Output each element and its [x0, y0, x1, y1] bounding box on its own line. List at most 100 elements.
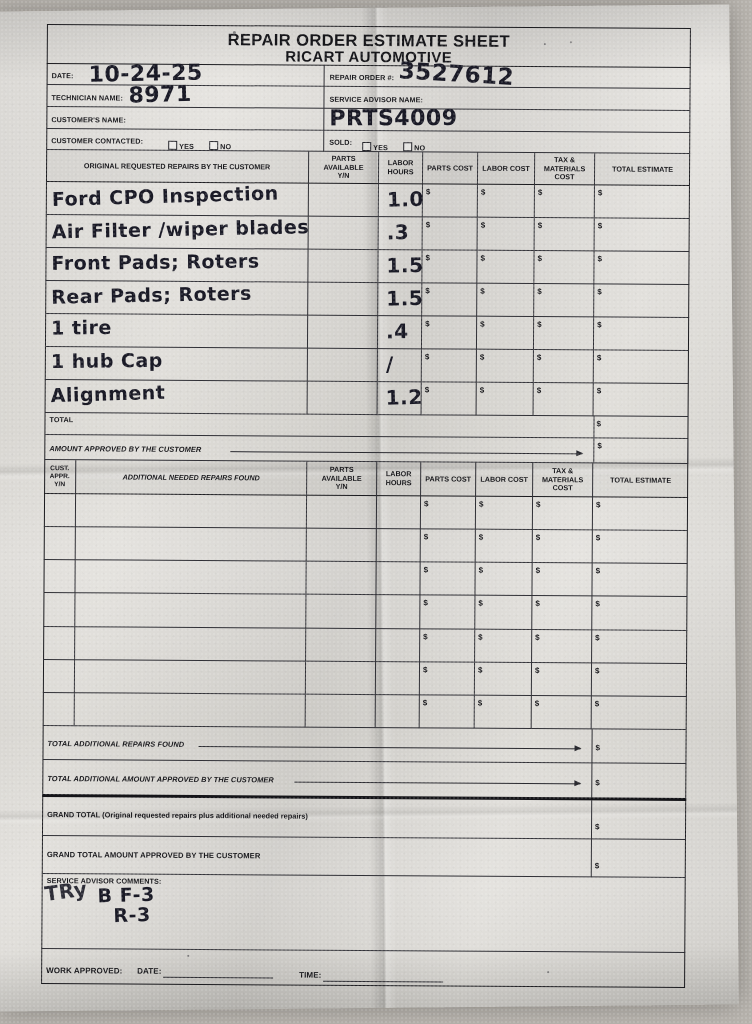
repair-description-cell[interactable]: 1 tire [44, 314, 309, 349]
table-cell[interactable] [43, 593, 76, 627]
table-cell[interactable]: $ [592, 530, 688, 565]
table-cell[interactable] [42, 692, 75, 727]
table-cell[interactable]: $ [594, 284, 690, 318]
table-cell[interactable] [75, 593, 307, 629]
table-cell[interactable] [75, 494, 308, 529]
repair-description-cell[interactable]: Ford CPO Inspection [45, 182, 309, 217]
table-cell[interactable]: $ [591, 663, 688, 697]
table-cell[interactable] [376, 595, 421, 629]
table-cell[interactable]: $ [534, 185, 595, 219]
table-cell[interactable] [376, 628, 421, 663]
table-cell[interactable] [75, 527, 307, 562]
table-cell[interactable]: $ [476, 316, 535, 351]
table-cell[interactable]: $ [594, 185, 690, 219]
table-cell[interactable]: $ [592, 629, 688, 664]
table-cell[interactable]: $ [533, 317, 595, 351]
table-cell[interactable]: $ [421, 349, 477, 383]
table-cell[interactable]: $ [476, 349, 534, 384]
table-cell[interactable]: $ [476, 382, 534, 417]
table-cell[interactable] [376, 496, 422, 530]
table-cell[interactable] [306, 495, 378, 530]
table-cell[interactable]: 1.0 [378, 184, 424, 218]
table-cell[interactable] [375, 661, 421, 696]
table-cell[interactable]: $ [533, 383, 594, 417]
table-cell[interactable]: $ [420, 562, 476, 597]
table-cell[interactable]: $ [475, 529, 533, 564]
table-cell[interactable]: $ [593, 350, 689, 384]
table-cell[interactable]: $ [532, 530, 593, 564]
table-cell[interactable]: $ [419, 695, 475, 729]
table-cell[interactable]: $ [592, 596, 688, 631]
table-cell[interactable]: $ [474, 662, 533, 696]
table-cell[interactable]: $ [531, 695, 592, 730]
table-cell[interactable]: $ [593, 317, 690, 351]
table-cell[interactable]: $ [532, 563, 593, 597]
table-cell[interactable] [306, 595, 377, 629]
table-cell[interactable]: $ [592, 497, 689, 532]
table-cell[interactable] [306, 561, 377, 596]
table-cell[interactable]: $ [594, 218, 690, 252]
table-cell[interactable] [42, 659, 76, 694]
table-cell[interactable] [305, 694, 376, 729]
table-cell[interactable]: $ [422, 250, 478, 284]
table-cell[interactable]: $ [477, 217, 535, 252]
table-cell[interactable] [307, 315, 379, 350]
table-cell[interactable]: $ [477, 184, 535, 219]
customer-contacted-field[interactable]: CUSTOMER CONTACTED: YES NO [46, 129, 325, 152]
customer-name-field[interactable]: CUSTOMER'S NAME: [46, 107, 325, 131]
table-cell[interactable]: $ [422, 283, 478, 317]
table-cell[interactable] [74, 693, 306, 728]
table-cell[interactable]: $ [420, 529, 476, 563]
service-advisor-field[interactable]: PRTS4009 [324, 106, 691, 133]
table-cell[interactable]: $ [593, 383, 689, 417]
table-cell[interactable] [306, 528, 377, 563]
table-cell[interactable]: $ [534, 284, 595, 318]
work-approved-row[interactable]: WORK APPROVED: DATE: TIME: [41, 949, 685, 988]
table-cell[interactable]: $ [594, 251, 690, 285]
table-cell[interactable]: $ [592, 563, 688, 598]
table-cell[interactable] [308, 216, 379, 251]
table-cell[interactable]: $ [534, 251, 595, 285]
table-cell[interactable]: $ [477, 283, 535, 318]
repair-description-cell[interactable]: Air Filter /wiper blades [45, 215, 309, 250]
table-cell[interactable]: $ [532, 596, 593, 630]
table-cell[interactable] [43, 560, 76, 594]
table-cell[interactable] [307, 348, 378, 383]
table-cell[interactable] [74, 659, 307, 695]
repair-description-cell[interactable]: 1 hub Cap [44, 347, 308, 382]
table-cell[interactable]: $ [475, 629, 533, 663]
table-cell[interactable] [307, 381, 378, 416]
table-cell[interactable] [43, 626, 76, 660]
sold-yes-checkbox[interactable] [362, 141, 372, 152]
repair-description-cell[interactable]: Alignment [44, 380, 308, 415]
grand-total-value[interactable]: $ [590, 800, 687, 840]
table-cell[interactable]: $ [477, 250, 535, 285]
repair-description-cell[interactable]: Front Pads; Roters [45, 248, 309, 283]
sold-field[interactable]: SOLD: YES NO [324, 130, 691, 154]
sold-no-checkbox[interactable] [403, 142, 413, 152]
table-cell[interactable] [43, 494, 77, 528]
table-cell[interactable] [376, 562, 421, 596]
table-cell[interactable]: / [377, 349, 422, 383]
table-cell[interactable]: $ [419, 662, 476, 696]
total-additional-approved-value[interactable]: $ [591, 763, 687, 798]
table-cell[interactable]: $ [475, 496, 534, 531]
repair-description-cell[interactable]: Rear Pads; Roters [45, 281, 309, 316]
table-cell[interactable]: .4 [377, 316, 423, 350]
service-advisor-comments-box[interactable]: SERVICE ADVISOR COMMENTS: TRy B F-3 R-3 [41, 874, 686, 953]
technician-name-field[interactable]: TECHNICIAN NAME: 8971 [46, 82, 325, 109]
table-cell[interactable] [43, 527, 76, 561]
table-cell[interactable] [308, 249, 379, 284]
table-cell[interactable]: $ [420, 496, 477, 530]
amount-approved-value[interactable]: $ [593, 438, 689, 464]
table-cell[interactable] [376, 529, 421, 563]
table-cell[interactable]: $ [421, 382, 477, 416]
table-cell[interactable]: $ [475, 562, 533, 597]
table-cell[interactable]: $ [474, 695, 532, 730]
table-cell[interactable]: 1.2 [377, 382, 423, 416]
table-cell[interactable] [308, 282, 379, 317]
grand-total-approved-value[interactable]: $ [590, 839, 686, 878]
table-cell[interactable] [308, 183, 379, 218]
table-cell[interactable]: $ [475, 596, 533, 630]
table-cell[interactable] [75, 560, 307, 596]
